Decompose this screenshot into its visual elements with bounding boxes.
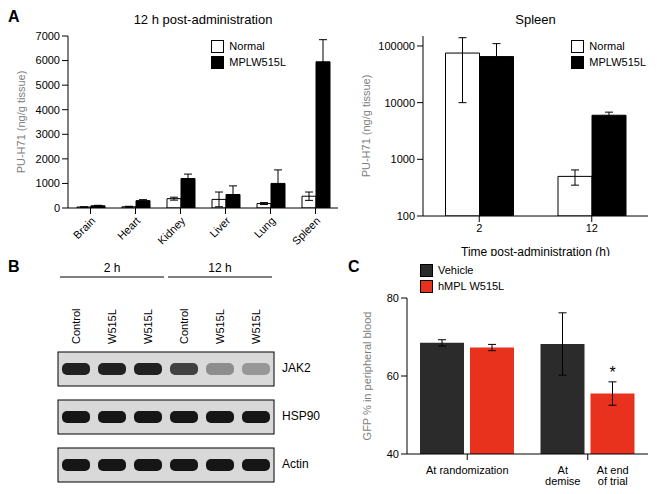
svg-text:10000: 10000 (384, 97, 415, 109)
svg-text:Control: Control (70, 309, 82, 344)
svg-text:Kidney: Kidney (155, 214, 188, 247)
html-text:B: B (8, 258, 20, 275)
svg-text:2000: 2000 (36, 153, 60, 165)
svg-text:Time post-administration (h): Time post-administration (h) (461, 245, 610, 256)
svg-text:1000: 1000 (391, 153, 415, 165)
svg-text:GFP % in peripheral blood: GFP % in peripheral blood (361, 312, 373, 441)
html-text:hMPL W515L: hMPL W515L (438, 280, 505, 292)
html-text:A: A (8, 8, 20, 25)
svg-text:4000: 4000 (36, 104, 60, 116)
svg-text:12: 12 (586, 222, 598, 234)
svg-text:Brain: Brain (71, 214, 98, 241)
svg-text:2 h: 2 h (104, 261, 121, 275)
svg-text:40: 40 (387, 448, 399, 460)
html-text:MPLW515L: MPLW515L (229, 56, 286, 68)
svg-text:At randomization: At randomization (426, 464, 509, 476)
svg-text:*: * (609, 364, 615, 381)
html-text:Spleen: Spleen (515, 12, 556, 27)
svg-text:W515L: W515L (142, 309, 154, 344)
svg-text:Actin: Actin (282, 457, 309, 471)
svg-text:12 h: 12 h (208, 261, 231, 275)
svg-text:Liver: Liver (207, 214, 233, 240)
svg-text:At endof trial: At endof trial (597, 464, 629, 487)
svg-text:100000: 100000 (378, 40, 415, 52)
svg-text:5000: 5000 (36, 79, 60, 91)
svg-text:80: 80 (387, 292, 399, 304)
html-text:12 h post-administration: 12 h post-administration (133, 12, 273, 27)
svg-text:Spleen: Spleen (290, 214, 323, 247)
svg-text:2: 2 (476, 222, 482, 234)
svg-text:HSP90: HSP90 (282, 409, 320, 423)
html-text:Vehicle: Vehicle (438, 264, 474, 276)
svg-text:6000: 6000 (36, 54, 60, 66)
html-text:Normal: Normal (229, 40, 265, 52)
svg-text:7000: 7000 (36, 30, 60, 42)
html-text:Normal: Normal (589, 40, 625, 52)
svg-text:60: 60 (387, 370, 399, 382)
svg-text:Control: Control (178, 309, 190, 344)
svg-text:100: 100 (397, 210, 415, 222)
html-text:C: C (348, 258, 360, 275)
svg-text:W515L: W515L (250, 309, 262, 344)
svg-text:1000: 1000 (36, 177, 60, 189)
svg-text:Atdemise: Atdemise (545, 464, 580, 487)
svg-text:PU-H71 (ng/g tissue): PU-H71 (ng/g tissue) (15, 71, 27, 174)
svg-text:JAK2: JAK2 (282, 361, 311, 375)
html-text:MPLW515L: MPLW515L (589, 56, 646, 68)
svg-text:PU-H71 (ng/g tissue): PU-H71 (ng/g tissue) (360, 75, 372, 178)
svg-text:Heart: Heart (115, 214, 143, 242)
svg-text:Lung: Lung (252, 214, 278, 240)
svg-text:W515L: W515L (214, 309, 226, 344)
svg-text:W515L: W515L (106, 309, 118, 344)
svg-text:0: 0 (54, 202, 60, 214)
svg-text:3000: 3000 (36, 128, 60, 140)
